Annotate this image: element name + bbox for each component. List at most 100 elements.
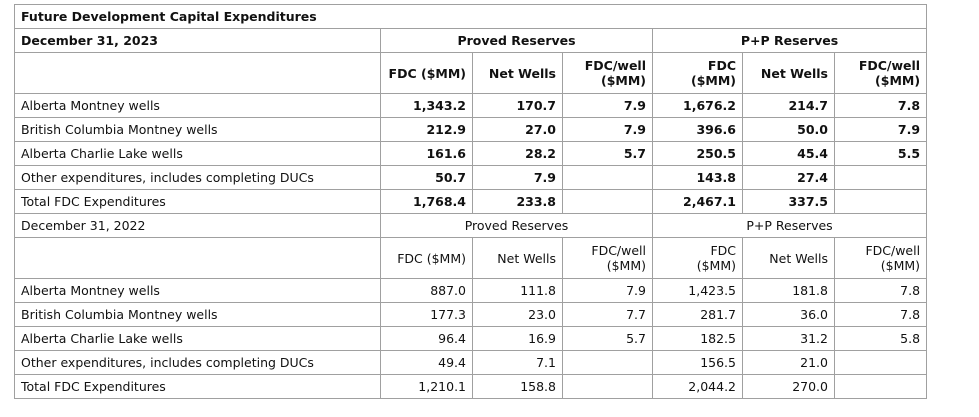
value-cell: 177.3	[380, 302, 473, 327]
value-cell	[833, 350, 928, 375]
row-label: British Columbia Montney wells	[14, 302, 381, 327]
column-header-text: FDC/well ($MM)	[591, 243, 646, 273]
column-header-text: FDC/well ($MM)	[865, 243, 921, 273]
table-title: Future Development Capital Expenditures	[13, 4, 928, 29]
blank-cell	[14, 52, 381, 94]
value-cell: 337.5	[742, 189, 835, 214]
value-cell: 111.8	[472, 278, 563, 303]
value-cell: 7.8	[833, 302, 928, 327]
value-cell: 270.0	[742, 374, 835, 399]
column-header: FDC ($MM)	[380, 52, 473, 94]
date-row: December 31, 2022 Proved Reserves P+P Rese…	[14, 213, 928, 238]
row-label: Alberta Montney wells	[14, 93, 381, 118]
column-header: FDC ($MM)	[380, 237, 473, 279]
value-cell: 5.7	[562, 141, 653, 166]
value-cell: 396.6	[652, 117, 743, 142]
value-cell: 7.7	[562, 302, 653, 327]
value-cell: 158.8	[472, 374, 563, 399]
data-row: Total FDC Expenditures 1,210.1 158.8 2,044.…	[14, 374, 928, 399]
value-cell: 1,768.4	[380, 189, 473, 214]
column-header: FDC/well ($MM)	[562, 237, 653, 279]
value-cell: 1,210.1	[380, 374, 473, 399]
data-row: Other expenditures, includes completing …	[14, 165, 928, 190]
data-row: British Columbia Montney wells 212.9 27.0 7…	[14, 117, 928, 142]
value-cell: 182.5	[652, 326, 743, 351]
value-cell: 31.2	[742, 326, 835, 351]
column-header: Net Wells	[742, 237, 835, 279]
value-cell: 212.9	[380, 117, 473, 142]
value-cell: 1,343.2	[380, 93, 473, 118]
value-cell: 887.0	[380, 278, 473, 303]
column-header-row: FDC ($MM) Net Wells FDC/well ($MM) FDC ($MM…	[14, 52, 928, 94]
column-header-row: FDC ($MM) Net Wells FDC/well ($MM) FDC ($MM…	[14, 237, 928, 279]
column-header: Net Wells	[472, 52, 563, 94]
column-header-text: FDC ($MM)	[696, 243, 736, 273]
value-cell: 45.4	[742, 141, 835, 166]
group-header: P+P Reserves	[651, 213, 928, 238]
value-cell: 50.0	[742, 117, 835, 142]
column-header: FDC/well ($MM)	[833, 237, 928, 279]
section-date: December 31, 2023	[14, 28, 381, 53]
data-row: Alberta Charlie Lake wells 161.6 28.2 5.7 25…	[14, 141, 928, 166]
value-cell: 1,423.5	[652, 278, 743, 303]
value-cell: 27.4	[742, 165, 835, 190]
value-cell: 2,044.2	[652, 374, 743, 399]
value-cell: 28.2	[472, 141, 563, 166]
value-cell: 7.9	[833, 117, 928, 142]
row-label: Alberta Charlie Lake wells	[14, 141, 381, 166]
value-cell: 49.4	[380, 350, 473, 375]
column-header: Net Wells	[472, 237, 563, 279]
data-row: British Columbia Montney wells 177.3 23.0 7…	[14, 302, 928, 327]
value-cell	[562, 374, 653, 399]
value-cell: 5.8	[833, 326, 928, 351]
data-row: Total FDC Expenditures 1,768.4 233.8 2,467.…	[14, 189, 928, 214]
value-cell: 7.9	[472, 165, 563, 190]
group-header: Proved Reserves	[380, 213, 653, 238]
table-body: Future Development Capital Expenditures …	[13, 4, 928, 399]
value-cell: 50.7	[380, 165, 473, 190]
value-cell: 7.9	[562, 278, 653, 303]
value-cell: 16.9	[472, 326, 563, 351]
value-cell: 7.9	[562, 93, 653, 118]
value-cell: 170.7	[472, 93, 563, 118]
value-cell: 1,676.2	[652, 93, 743, 118]
value-cell: 161.6	[380, 141, 473, 166]
group-header: Proved Reserves	[380, 28, 653, 53]
value-cell: 23.0	[472, 302, 563, 327]
value-cell: 27.0	[472, 117, 563, 142]
value-cell: 2,467.1	[652, 189, 743, 214]
value-cell: 36.0	[742, 302, 835, 327]
column-header: FDC ($MM)	[652, 237, 743, 279]
value-cell: 250.5	[652, 141, 743, 166]
blank-cell	[14, 237, 381, 279]
row-label: Other expenditures, includes completing …	[14, 350, 381, 375]
value-cell	[833, 189, 928, 214]
column-header: FDC/well ($MM)	[562, 52, 653, 94]
data-row: Other expenditures, includes completing …	[14, 350, 928, 375]
value-cell	[562, 350, 653, 375]
value-cell	[833, 165, 928, 190]
value-cell	[562, 189, 653, 214]
group-header: P+P Reserves	[651, 28, 928, 53]
value-cell: 5.5	[833, 141, 928, 166]
value-cell: 214.7	[742, 93, 835, 118]
value-cell: 156.5	[652, 350, 743, 375]
value-cell: 143.8	[652, 165, 743, 190]
value-cell: 7.1	[472, 350, 563, 375]
value-cell: 181.8	[742, 278, 835, 303]
value-cell: 281.7	[652, 302, 743, 327]
value-cell: 21.0	[742, 350, 835, 375]
column-header: FDC/well ($MM)	[833, 52, 928, 94]
row-label: Alberta Charlie Lake wells	[14, 326, 381, 351]
row-label: Total FDC Expenditures	[14, 189, 381, 214]
value-cell: 233.8	[472, 189, 563, 214]
value-cell: 5.7	[562, 326, 653, 351]
value-cell: 7.9	[562, 117, 653, 142]
value-cell: 7.8	[833, 278, 928, 303]
value-cell: 7.8	[833, 93, 928, 118]
title-row: Future Development Capital Expenditures	[13, 4, 928, 29]
column-header-text: FDC/well ($MM)	[584, 58, 646, 88]
section-date: December 31, 2022	[14, 213, 381, 238]
column-header: Net Wells	[742, 52, 835, 94]
